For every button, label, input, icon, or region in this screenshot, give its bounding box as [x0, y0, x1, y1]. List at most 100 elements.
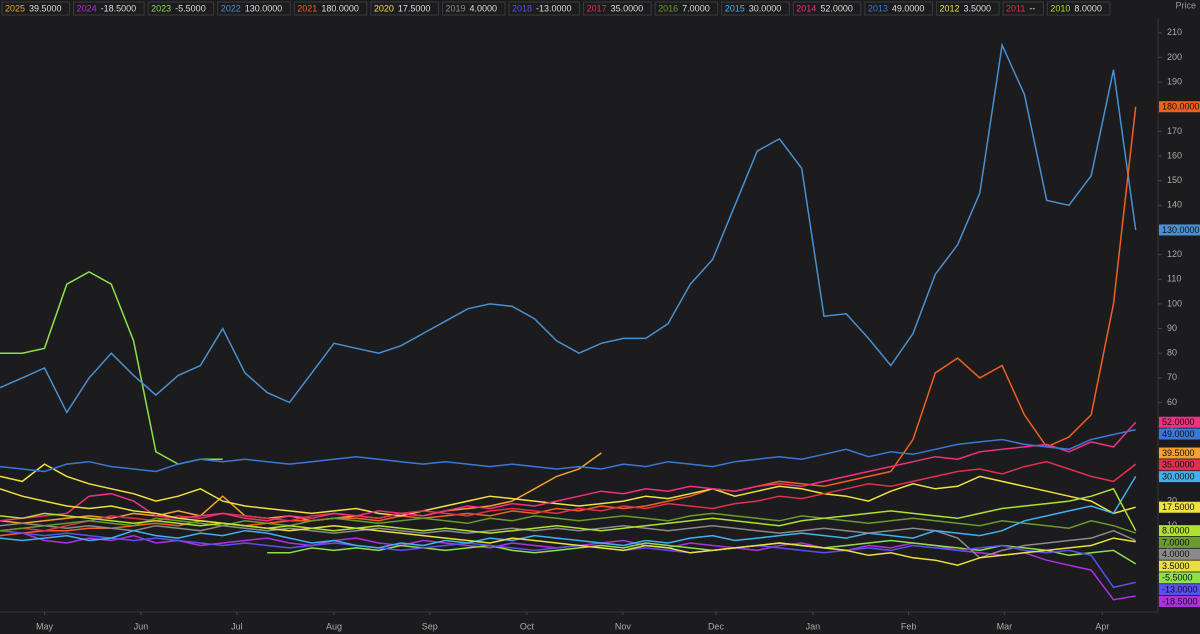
last-value-tag: 52.0000 — [1159, 416, 1200, 428]
last-value-label: 30.0000 — [1162, 471, 1195, 481]
legend-name: 2013 — [868, 3, 888, 13]
y-tick-label: 170 — [1167, 126, 1182, 136]
y-tick-label: 20 — [1167, 495, 1177, 505]
x-tick-label: Jun — [134, 621, 149, 631]
last-value-tag: 7.0000 — [1159, 536, 1200, 548]
last-value-label: -18.5000 — [1162, 596, 1198, 606]
legend-item: 2020 17.5000 — [370, 1, 439, 16]
legend-box — [721, 1, 790, 16]
legend-box — [935, 1, 1000, 16]
legend-item: 2019 4.0000 — [441, 1, 506, 16]
last-value-label: 8.0000 — [1162, 526, 1190, 536]
series-line — [0, 428, 1136, 473]
legend-name: 2011 — [1006, 3, 1025, 13]
last-value-label: 35.0000 — [1162, 460, 1195, 470]
y-tick-label: 60 — [1167, 397, 1177, 407]
last-value-box — [1159, 459, 1200, 471]
legend-item: 2012 3.5000 — [935, 1, 1000, 16]
last-value-box — [1159, 584, 1200, 596]
legend-box — [293, 1, 368, 16]
last-value-box — [1159, 548, 1200, 560]
legend-name: 2010 — [1050, 3, 1070, 13]
x-tick-label: Apr — [1095, 621, 1109, 631]
legend-item: 2025 39.5000 — [1, 1, 71, 16]
last-value-label: 17.5000 — [1162, 502, 1195, 512]
last-value-label: 180.0000 — [1162, 102, 1200, 112]
series-line — [0, 487, 1137, 534]
last-value-box — [1159, 536, 1200, 548]
legend-box — [864, 1, 933, 16]
legend-value: -- — [1029, 3, 1035, 13]
x-tick-label: Nov — [615, 621, 632, 631]
series-line — [0, 488, 1136, 566]
y-tick-label: 10 — [1167, 520, 1177, 530]
legend-value: 180.0000 — [321, 3, 359, 13]
legend-item: 2014 52.0000 — [792, 1, 862, 16]
last-value-tag: 180.0000 — [1159, 101, 1200, 113]
x-tick-label: Aug — [326, 621, 342, 631]
legend-item: 2022 130.0000 — [217, 1, 291, 16]
legend-item: 2023 -5.5000 — [147, 1, 215, 16]
legend-box — [370, 1, 439, 16]
legend-item: 2015 30.0000 — [721, 1, 790, 16]
y-tick-label: 150 — [1167, 175, 1182, 185]
legend-box — [583, 1, 652, 16]
x-tick-label: Jan — [806, 621, 821, 631]
y-tick-label: 190 — [1167, 76, 1182, 86]
last-value-tag: 39.5000 — [1159, 447, 1200, 459]
legend-value: 17.5000 — [398, 3, 431, 13]
last-value-box — [1159, 471, 1200, 483]
legend-value: -13.0000 — [536, 3, 572, 13]
series-line — [0, 42, 1137, 414]
last-value-box — [1159, 525, 1200, 537]
y-tick-label: 210 — [1167, 27, 1182, 37]
last-value-tag: 130.0000 — [1159, 224, 1200, 236]
legend-name: 2018 — [512, 3, 532, 13]
last-value-tag: 4.0000 — [1159, 548, 1200, 560]
legend-name: 2024 — [77, 3, 97, 13]
last-value-box — [1159, 560, 1200, 572]
last-value-box — [1159, 595, 1200, 607]
last-value-tag: 17.5000 — [1159, 501, 1200, 513]
legend-name: 2012 — [939, 3, 959, 13]
y-tick-label: 100 — [1167, 298, 1182, 308]
y-axis-label: Price — [1175, 0, 1196, 10]
legend-item: 2013 49.0000 — [864, 1, 933, 16]
series-line — [0, 512, 1136, 534]
legend-item: 2024 -18.5000 — [73, 1, 145, 16]
last-value-box — [1159, 101, 1200, 113]
legend-value: 49.0000 — [892, 3, 925, 13]
legend-name: 2023 — [151, 3, 171, 13]
legend-value: 7.0000 — [682, 3, 710, 13]
y-tick-label: 90 — [1167, 323, 1177, 333]
legend-value: -18.5000 — [101, 3, 137, 13]
x-tick-label: Jul — [231, 621, 243, 631]
legend-value: 30.0000 — [749, 3, 782, 13]
series-line — [0, 421, 1137, 522]
last-value-box — [1159, 447, 1200, 459]
legend-name: 2017 — [587, 3, 607, 13]
series-line — [0, 106, 1137, 537]
last-value-tag: 8.0000 — [1159, 525, 1200, 537]
series-line — [0, 529, 1136, 589]
legend-box — [1, 1, 71, 16]
last-value-label: 7.0000 — [1162, 537, 1190, 547]
y-tick-label: 160 — [1167, 150, 1182, 160]
y-tick-label: 120 — [1167, 249, 1182, 259]
legend-box — [654, 1, 719, 16]
legend-value: 39.5000 — [29, 3, 62, 13]
last-value-box — [1159, 416, 1200, 428]
legend-box — [441, 1, 506, 16]
legend-box — [792, 1, 862, 16]
last-value-label: -13.0000 — [1162, 585, 1198, 595]
legend-name: 2021 — [297, 3, 317, 13]
last-value-label: 3.5000 — [1162, 561, 1190, 571]
legend-item: 2018 -13.0000 — [508, 1, 581, 16]
last-value-tag: 35.0000 — [1159, 459, 1200, 471]
last-value-tag: 30.0000 — [1159, 471, 1200, 483]
last-value-tag: 3.5000 — [1159, 560, 1200, 572]
legend-name: 2022 — [221, 3, 241, 13]
legend-value: 8.0000 — [1074, 3, 1102, 13]
